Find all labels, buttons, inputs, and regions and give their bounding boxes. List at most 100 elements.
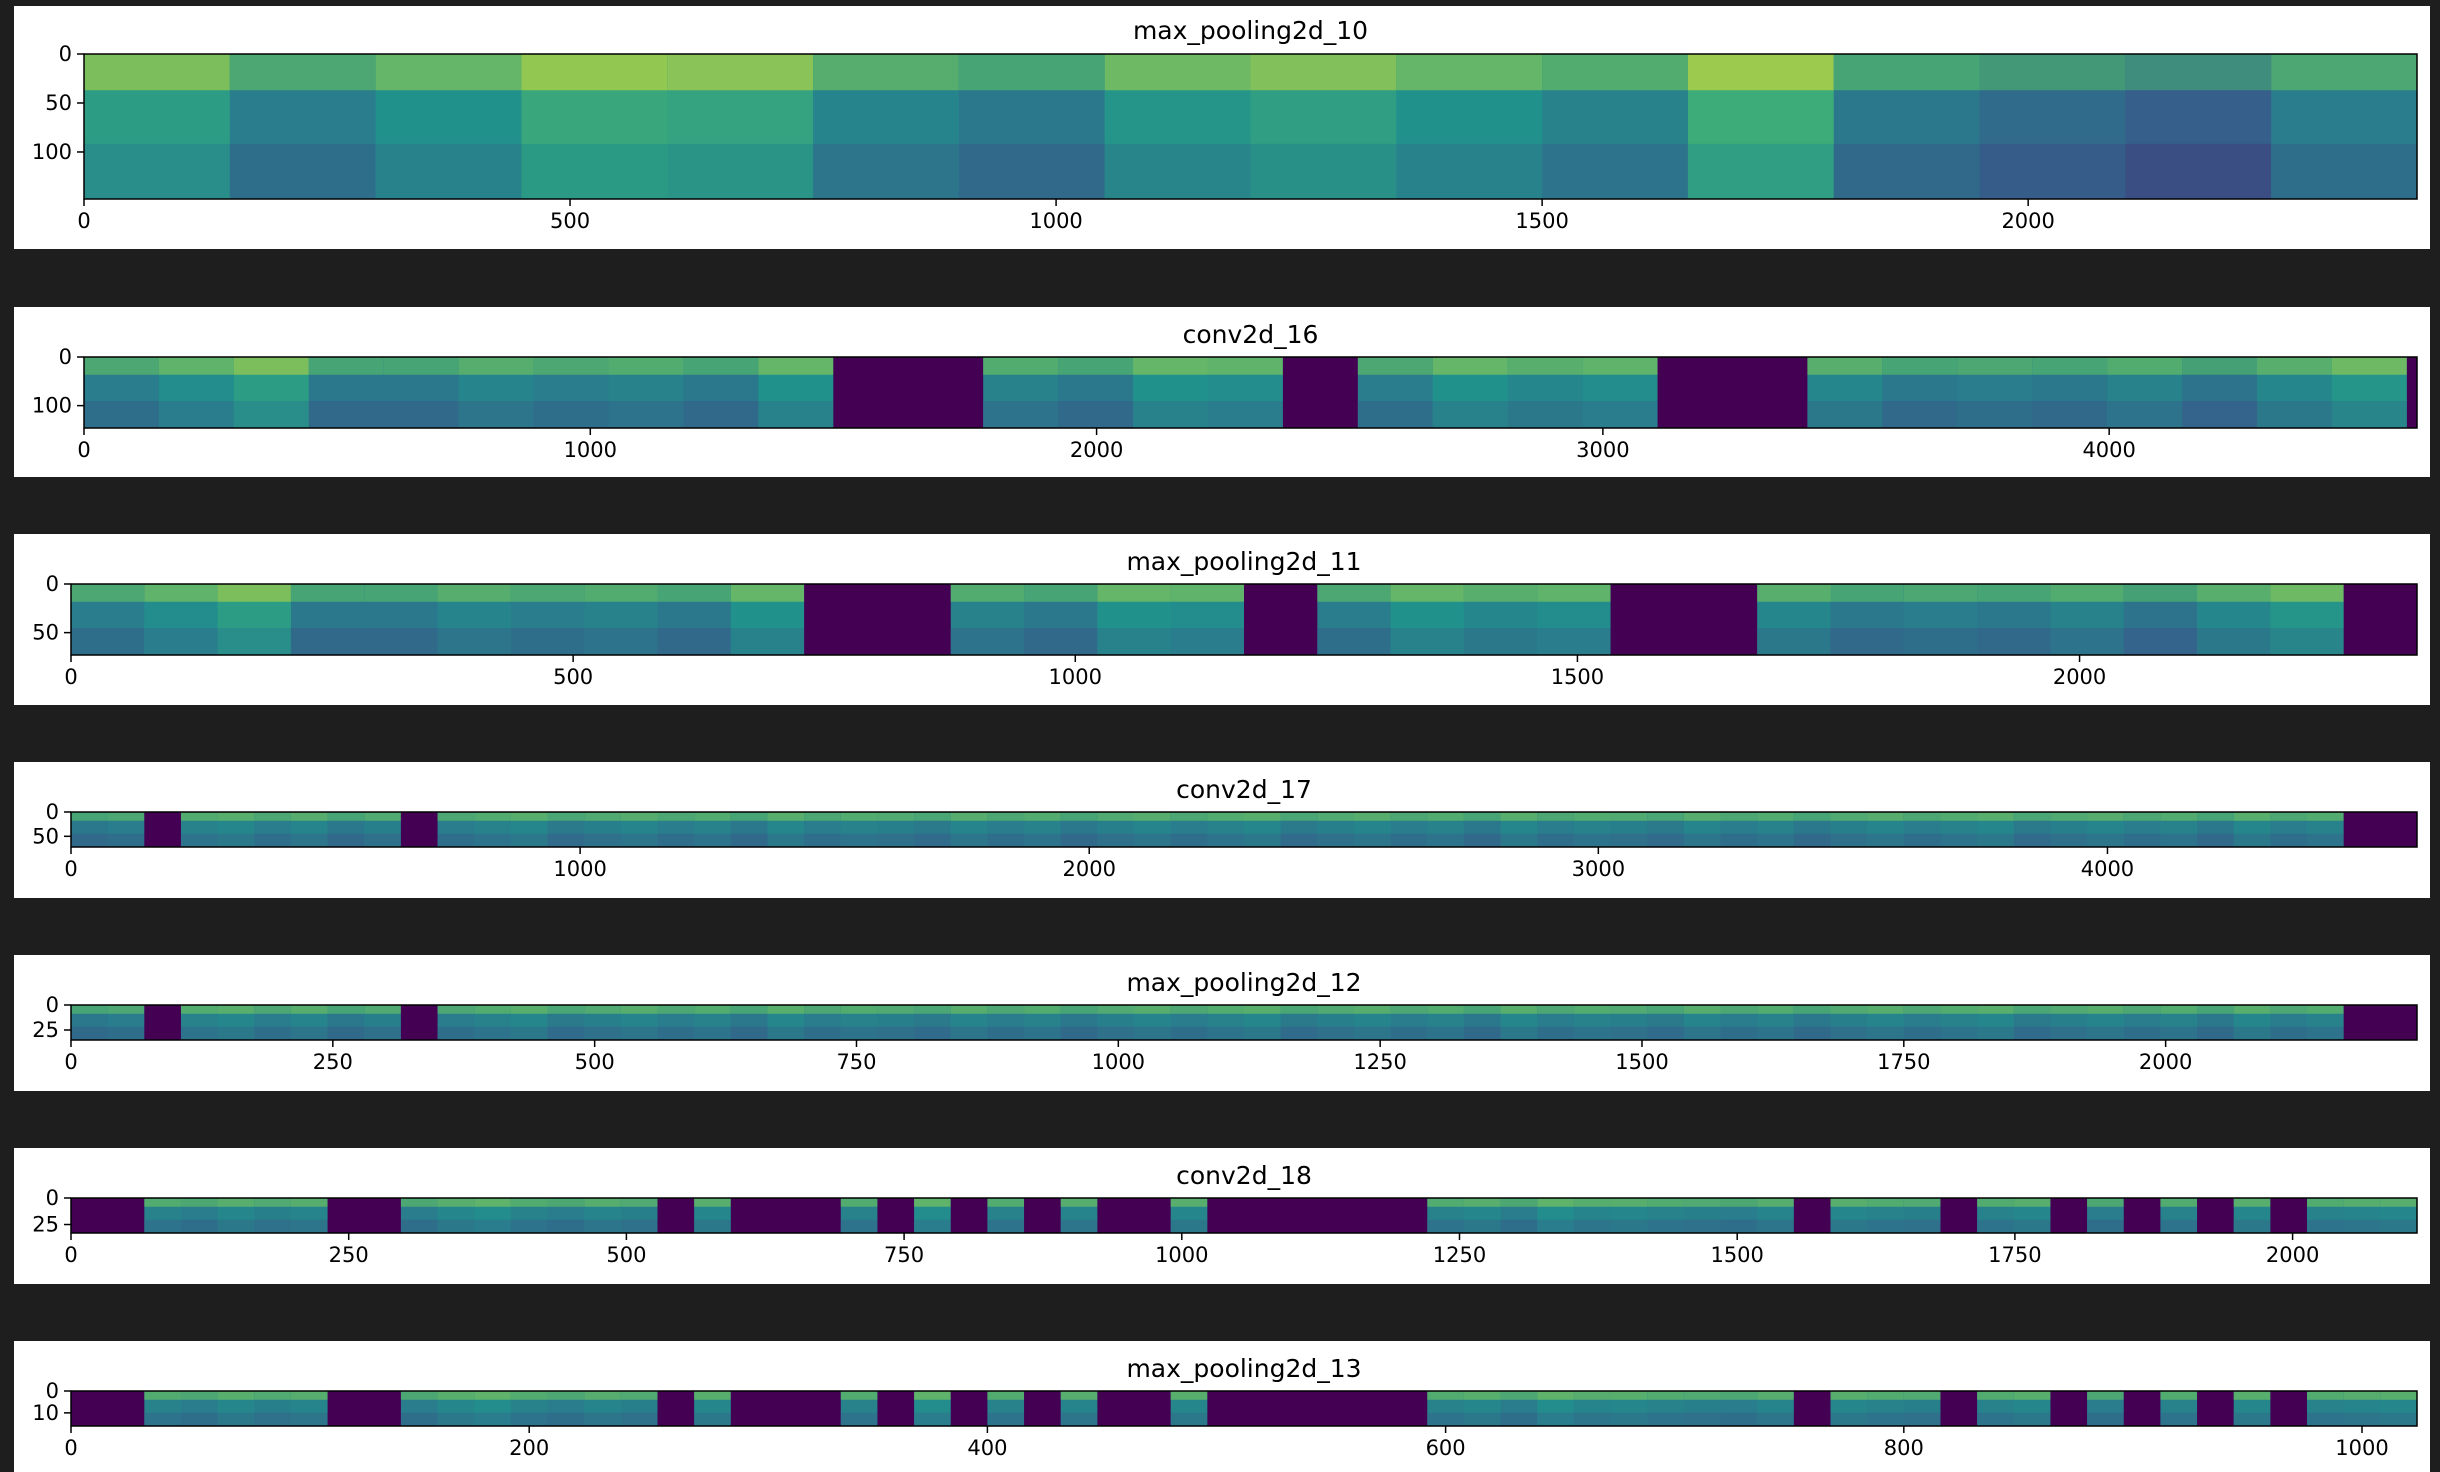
feature-map-highlight [364,812,401,821]
feature-map-ground [1170,833,1208,847]
feature-map-ground [2123,833,2161,847]
feature-map-highlight [1903,1005,1941,1014]
axes-frame [70,1390,2418,1427]
figure-conv2d-17: conv2d_17 0 1000 2000 3000 4000 0 50 [14,762,2430,898]
feature-map-highlight [1427,1198,1464,1207]
x-tick-label: 2000 [2001,209,2054,233]
feature-map-tile [1024,1391,1062,1426]
feature-map-highlight [2125,54,2272,91]
feature-map-highlight [1683,1391,1721,1400]
x-tick-label: 0 [64,1436,77,1460]
feature-map-highlight [1957,357,2033,375]
x-tick-label: 0 [77,209,90,233]
feature-map-ground [1500,1412,1538,1426]
feature-map-highlight [400,1391,438,1400]
feature-map-ground [584,1026,621,1040]
feature-map-ground [547,1219,585,1233]
feature-map-highlight [2087,812,2124,821]
feature-map-ground [217,833,255,847]
feature-map-tile [1732,357,1808,428]
feature-map-highlight [1757,1198,1794,1207]
feature-map-highlight [180,1198,218,1207]
feature-map-ground [2050,628,2124,655]
x-tick-label: 1000 [1155,1243,1208,1267]
feature-map-ground [1573,1026,1611,1040]
feature-map-ground [547,833,585,847]
feature-map-highlight [290,1391,328,1400]
feature-map-highlight [950,812,988,821]
feature-map-ground [2087,1219,2124,1233]
feature-map-ground [533,401,609,428]
feature-map-highlight [180,812,218,821]
feature-map-tile [730,1391,768,1426]
feature-map-highlight [694,1391,731,1400]
feature-map-ground [657,628,731,655]
feature-map-ground [1757,1026,1794,1040]
feature-map-ground [437,1219,475,1233]
feature-map-highlight [1134,1005,1171,1014]
feature-map-ground [2270,833,2308,847]
feature-map-highlight [1610,812,1648,821]
feature-map-highlight [1903,1391,1941,1400]
feature-map-highlight [1317,812,1354,821]
feature-map-ground [2270,1026,2308,1040]
feature-map-highlight [1170,812,1208,821]
feature-map-ground [510,1219,548,1233]
x-tick-label: 1500 [1551,665,1604,689]
feature-map-ground [620,1219,658,1233]
feature-map-ground [1903,833,1941,847]
feature-map-ground [1024,628,1098,655]
feature-map-ground [71,1026,108,1040]
feature-map-highlight [547,1391,585,1400]
feature-map-tile [1134,1198,1172,1233]
feature-map-highlight [458,357,534,375]
feature-map-ground [217,1412,255,1426]
feature-map-highlight [584,584,658,602]
feature-map-tile [1940,1198,1978,1233]
feature-map-tile [400,812,439,847]
feature-map-highlight [2307,812,2344,821]
feature-map-ground [584,833,621,847]
feature-map-tile [2380,812,2418,847]
feature-map-ground [1757,833,1794,847]
feature-map-ground [758,401,834,428]
feature-map-highlight [1573,1391,1611,1400]
feature-map-ground [1757,1412,1794,1426]
feature-map-ground [1830,1219,1868,1233]
feature-map-highlight [620,1198,658,1207]
feature-map-highlight [510,584,585,602]
feature-map-highlight [877,1005,915,1014]
feature-map-ground [767,1026,805,1040]
feature-map-highlight [2050,1005,2088,1014]
feature-map-highlight [1610,1005,1648,1014]
feature-map-highlight [474,1391,511,1400]
feature-map-ground [1537,833,1574,847]
feature-map-highlight [683,357,759,375]
axes-frame [70,583,2418,656]
x-tick-label: 1500 [1615,1050,1668,1074]
feature-map-ground [180,833,218,847]
feature-map-ground [1427,1026,1464,1040]
feature-map-highlight [1104,54,1251,91]
feature-map-highlight [107,812,145,821]
feature-map-ground [84,143,230,199]
feature-map-highlight [1977,1198,2014,1207]
feature-map-highlight [1757,1005,1794,1014]
feature-map-highlight [1280,812,1318,821]
feature-map-tile [877,1198,915,1233]
feature-map-ground [217,628,291,655]
feature-map-highlight [1317,584,1391,602]
feature-map-ground [1427,1412,1464,1426]
feature-map-tile [730,1198,768,1233]
feature-map-highlight [2380,1391,2417,1400]
feature-map-highlight [2331,357,2407,375]
x-tick-label: 1500 [1710,1243,1763,1267]
feature-map-highlight [107,1005,145,1014]
feature-map-highlight [2123,1005,2161,1014]
feature-map-highlight [383,357,459,375]
feature-map-ground [987,1412,1025,1426]
feature-map-highlight [2123,584,2198,602]
feature-map-ground [694,1412,731,1426]
